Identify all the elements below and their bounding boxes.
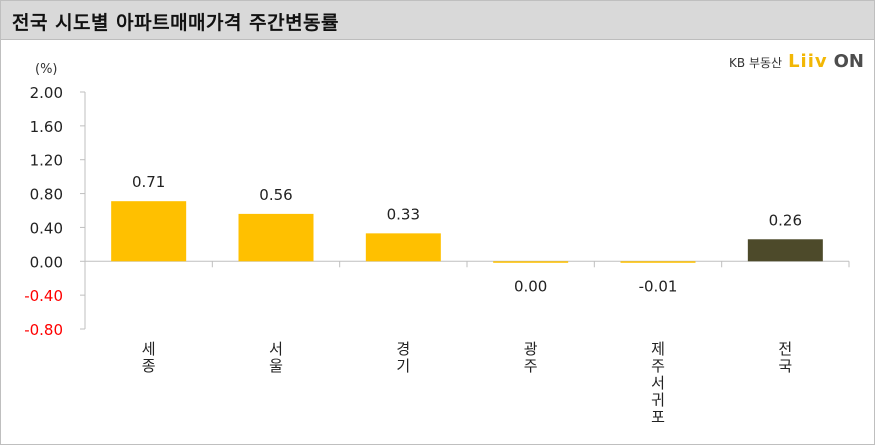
- y-tick-label: 1.60: [30, 118, 63, 136]
- bar: [238, 213, 314, 262]
- y-tick-label: 0.00: [30, 253, 63, 271]
- bar: [493, 261, 569, 263]
- data-label: 0.71: [132, 173, 165, 191]
- bar: [747, 239, 823, 262]
- y-tick-label: -0.80: [24, 321, 63, 339]
- y-tick-label: 0.40: [30, 219, 63, 237]
- brand-liiv-text: Liiv: [788, 51, 828, 72]
- y-tick-label: 2.00: [30, 84, 63, 102]
- brand-kb-text: KB 부동산: [729, 56, 783, 70]
- bar-chart: (%) 2.00 1.60 1.20 0.80 0.40 0.00 -0.40 -0.80 0.7…: [24, 62, 850, 426]
- y-tick-label: 0.80: [30, 186, 63, 204]
- bar: [365, 233, 441, 262]
- bar: [620, 261, 696, 263]
- bar: [111, 201, 187, 262]
- brand-on-text: ON: [833, 51, 864, 72]
- data-label: 0.26: [769, 211, 802, 229]
- data-label: 0.00: [514, 277, 547, 295]
- data-label: 0.33: [387, 205, 420, 223]
- y-unit-label: (%): [35, 62, 58, 77]
- data-label: 0.56: [259, 186, 292, 204]
- chart-title: 전국 시도별 아파트매매가격 주간변동률: [12, 12, 340, 34]
- title-bar: 전국 시도별 아파트매매가격 주간변동률: [1, 1, 874, 40]
- y-tick-label: 1.20: [30, 152, 63, 170]
- y-tick-label: -0.40: [24, 287, 63, 305]
- data-label: -0.01: [639, 277, 678, 295]
- kb-liiv-on-logo: KB 부동산 Liiv ON: [729, 51, 864, 72]
